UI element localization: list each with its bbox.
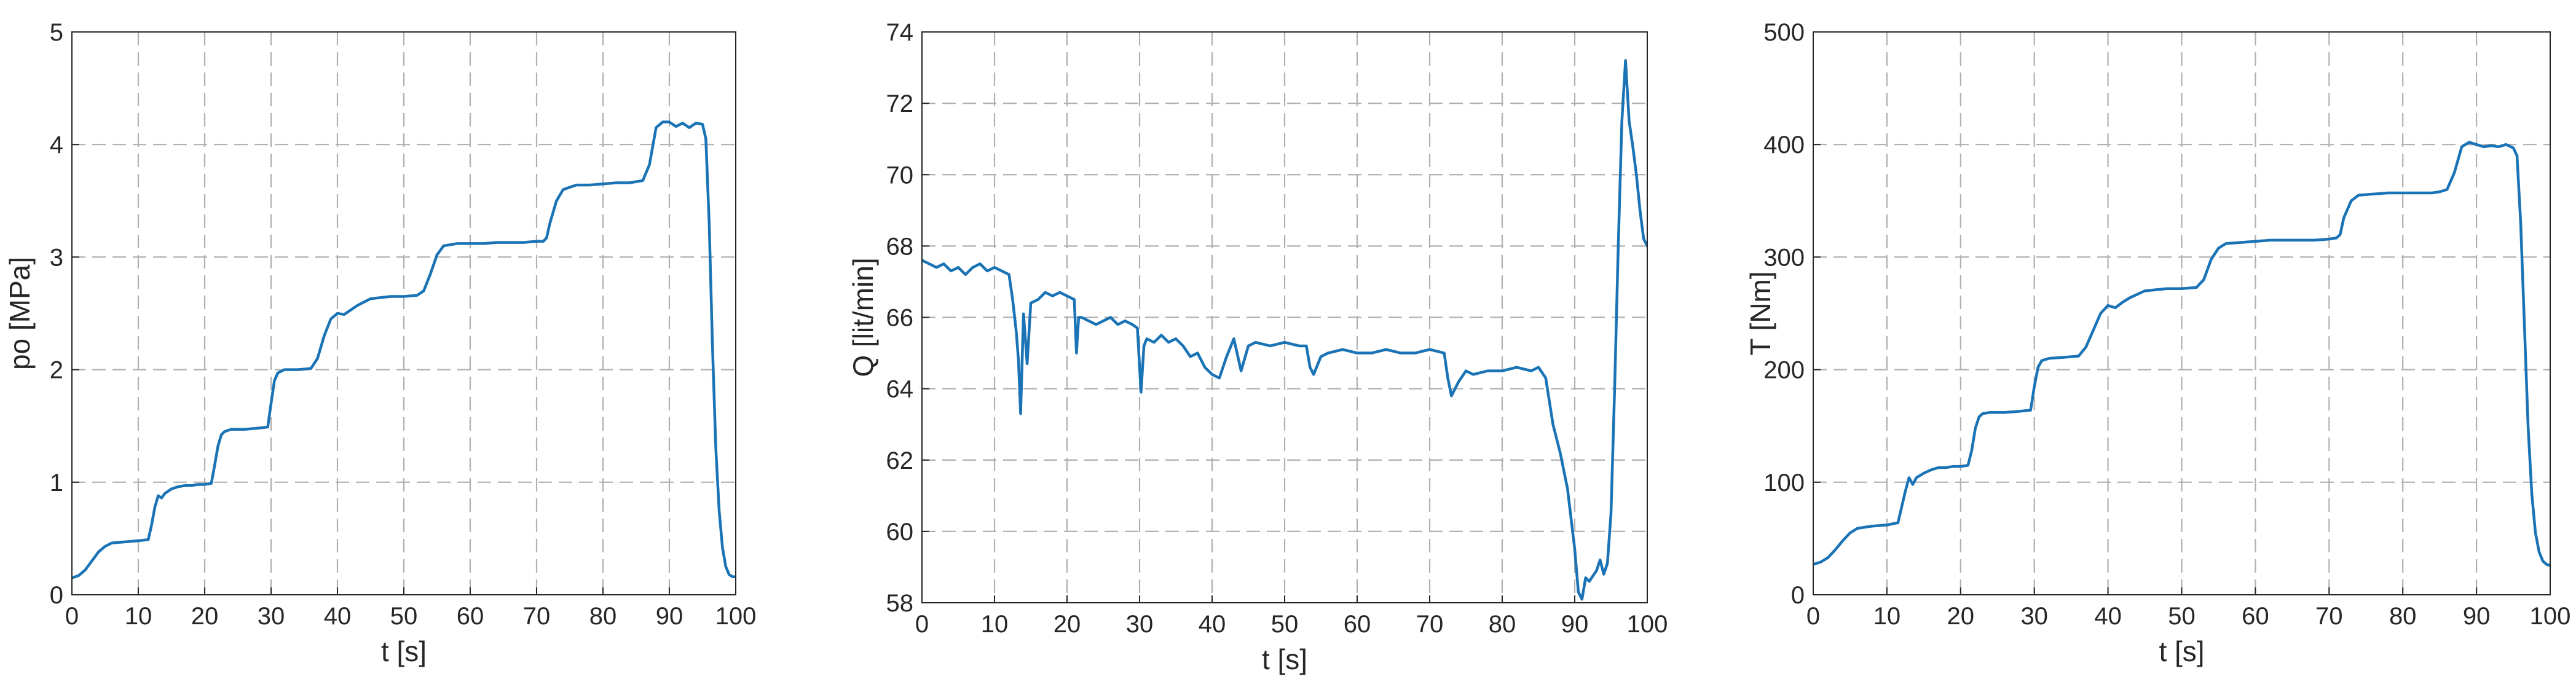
x-tick-label: 40 [1199, 611, 1226, 638]
series-line [1813, 141, 2550, 567]
x-tick-label: 10 [125, 603, 152, 630]
x-tick-label: 70 [2315, 603, 2343, 630]
x-tick-label: 50 [1271, 611, 1299, 638]
x-axis-title: t [s] [381, 635, 427, 667]
x-tick-label: 10 [981, 611, 1009, 638]
y-tick-label: 0 [1791, 582, 1805, 609]
x-tick-label: 60 [1344, 611, 1371, 638]
x-tick-label: 80 [589, 603, 617, 630]
x-tick-label: 70 [1416, 611, 1444, 638]
y-axis-title: T [Nm] [1744, 271, 1776, 355]
x-tick-label: 10 [1873, 603, 1901, 630]
x-tick-label: 30 [2020, 603, 2048, 630]
x-tick-label: 40 [324, 603, 352, 630]
chart-torque: 0 10 20 30 40 50 60 70 80 90 100 0 100 200 300 400 500 t … [1744, 19, 2570, 667]
x-tick-label: 90 [656, 603, 683, 630]
y-axis-title: po [MPa] [4, 257, 36, 370]
x-tick-label: 20 [1054, 611, 1081, 638]
y-tick-label: 60 [886, 519, 914, 546]
x-tick-label: 100 [715, 603, 757, 630]
y-tick-label: 70 [886, 162, 914, 189]
x-tick-label: 0 [65, 603, 79, 630]
plot-border [1813, 31, 2551, 595]
x-tick-label: 100 [2530, 603, 2571, 630]
x-tick-label: 100 [1627, 611, 1668, 638]
y-tick-label: 72 [886, 90, 914, 117]
x-axis-title: t [s] [2159, 635, 2204, 667]
y-tick-label: 400 [1763, 131, 1805, 159]
y-tick-label: 5 [50, 19, 63, 46]
x-tick-label: 30 [1126, 611, 1154, 638]
y-tick-label: 0 [50, 582, 63, 609]
y-tick-label: 500 [1763, 19, 1805, 46]
x-tick-label: 0 [1806, 603, 1820, 630]
series-line [72, 120, 736, 579]
y-tick-label: 1 [50, 469, 63, 496]
y-tick-label: 68 [886, 233, 914, 260]
y-tick-label: 74 [886, 19, 914, 46]
y-tick-label: 3 [50, 244, 63, 271]
y-tick-label: 300 [1763, 244, 1805, 271]
x-tick-label: 20 [191, 603, 219, 630]
x-tick-label: 30 [258, 603, 285, 630]
x-tick-label: 80 [1489, 611, 1516, 638]
series-line [922, 59, 1647, 601]
x-tick-label: 20 [1947, 603, 1975, 630]
plot-border [921, 31, 1648, 603]
chart-pressure: 0 10 20 30 40 50 60 70 80 90 100 0 1 2 3 4 5 t [s] po [MPa… [4, 19, 756, 667]
y-tick-label: 100 [1763, 469, 1805, 496]
chart-flow-rate: 0 10 20 30 40 50 60 70 80 90 100 58 60 62 64 66 68 70 72 74… [847, 19, 1668, 675]
y-axis-title: Q [lit/min] [847, 257, 879, 377]
x-tick-label: 50 [2168, 603, 2196, 630]
plot-border [71, 31, 736, 595]
y-tick-label: 66 [886, 305, 914, 332]
y-tick-label: 4 [50, 131, 63, 159]
y-tick-label: 62 [886, 447, 914, 474]
x-tick-label: 90 [2463, 603, 2491, 630]
x-axis-title: t [s] [1262, 643, 1307, 675]
x-tick-label: 0 [915, 611, 929, 638]
x-tick-label: 60 [457, 603, 484, 630]
x-tick-label: 60 [2242, 603, 2269, 630]
y-tick-label: 58 [886, 590, 914, 617]
x-tick-label: 70 [523, 603, 551, 630]
y-tick-label: 64 [886, 376, 914, 403]
y-tick-label: 200 [1763, 357, 1805, 384]
y-tick-label: 2 [50, 357, 63, 384]
x-tick-label: 90 [1561, 611, 1589, 638]
x-tick-label: 80 [2389, 603, 2417, 630]
x-tick-label: 40 [2094, 603, 2122, 630]
x-tick-label: 50 [390, 603, 418, 630]
